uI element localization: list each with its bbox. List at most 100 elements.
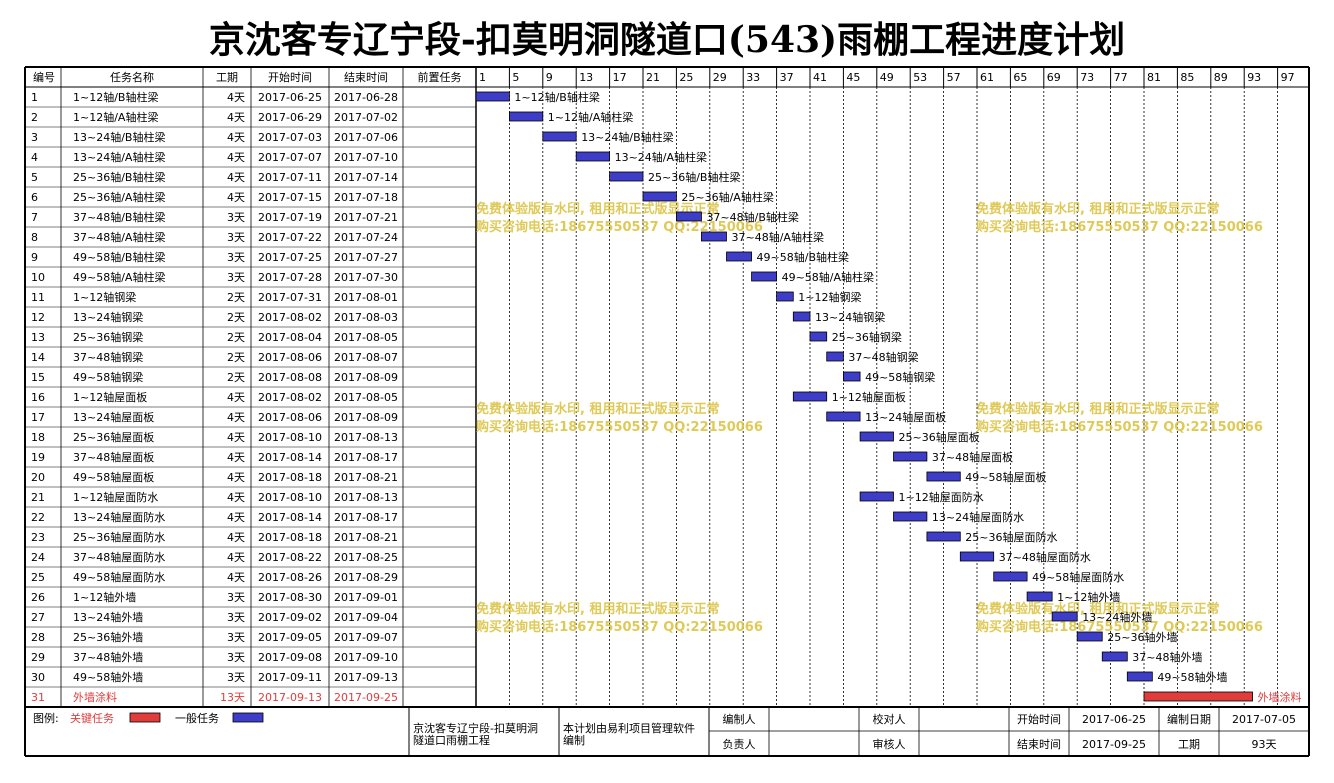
timeline-tick-label: 89 — [1214, 71, 1228, 84]
task-start: 2017-08-30 — [258, 591, 322, 604]
page-title: 京沈客专辽宁段-扣莫明洞隧道口(543)雨棚工程进度计划 — [208, 19, 1126, 61]
task-bar — [1026, 591, 1053, 602]
task-id: 14 — [31, 351, 45, 364]
legend-normal-label: 一般任务 — [175, 712, 219, 725]
footer-compiler-label: 编制人 — [723, 712, 756, 726]
task-bar — [859, 431, 894, 442]
task-end: 2017-08-17 — [334, 511, 398, 524]
task-id: 2 — [31, 111, 38, 124]
task-start: 2017-09-08 — [258, 651, 322, 664]
task-duration: 3天 — [227, 271, 245, 284]
task-start: 2017-07-25 — [258, 251, 322, 264]
task-duration: 4天 — [227, 191, 245, 204]
legend-label: 图例: — [33, 711, 59, 725]
task-bar-label: 25~36轴外墙 — [1107, 630, 1177, 644]
task-duration: 2天 — [227, 331, 245, 344]
task-name: 25~36轴屋面板 — [73, 430, 154, 444]
task-name: 49~58轴/B轴柱梁 — [73, 250, 165, 264]
watermark-line2: 购买咨询电话:18675550537 QQ:22150066 — [476, 219, 763, 235]
task-duration: 13天 — [220, 691, 245, 704]
task-bar-label: 49~58轴/B轴柱梁 — [757, 250, 849, 264]
task-start: 2017-06-25 — [258, 91, 322, 104]
task-end: 2017-07-18 — [334, 191, 398, 204]
timeline-tick-label: 53 — [913, 71, 927, 84]
task-name: 37~48轴钢梁 — [73, 350, 143, 364]
task-bar-label: 37~48轴/B轴柱梁 — [706, 210, 798, 224]
timeline-tick-label: 45 — [846, 71, 860, 84]
watermark-line2: 购买咨询电话:18675550537 QQ:22150066 — [476, 619, 763, 635]
task-bar — [642, 191, 677, 202]
task-end: 2017-07-30 — [334, 271, 398, 284]
task-end: 2017-07-14 — [334, 171, 398, 184]
task-id: 3 — [31, 131, 38, 144]
task-name: 37~48轴/B轴柱梁 — [73, 210, 165, 224]
task-bar-label: 49~58轴屋面防水 — [1032, 570, 1124, 584]
task-end: 2017-09-13 — [334, 671, 398, 684]
timeline-tick-label: 97 — [1281, 71, 1295, 84]
timeline-tick-label: 9 — [546, 71, 553, 84]
task-bar — [993, 571, 1028, 582]
timeline-tick-label: 61 — [980, 71, 994, 84]
task-bar-label: 37~48轴外墙 — [1132, 650, 1202, 664]
footer-end-label: 结束时间 — [1017, 738, 1061, 751]
task-bar-label: 13~24轴外墙 — [1082, 610, 1152, 624]
task-bar — [475, 91, 510, 102]
task-end: 2017-08-05 — [334, 391, 398, 404]
task-name: 1~12轴钢梁 — [73, 290, 136, 304]
task-end: 2017-08-07 — [334, 351, 398, 364]
timeline-tick-label: 69 — [1047, 71, 1061, 84]
timeline-tick-label: 1 — [479, 71, 486, 84]
task-start: 2017-07-22 — [258, 231, 322, 244]
task-bar — [926, 471, 961, 482]
task-start: 2017-07-03 — [258, 131, 322, 144]
task-end: 2017-06-28 — [334, 91, 398, 104]
task-start: 2017-08-18 — [258, 531, 322, 544]
task-start: 2017-07-31 — [258, 291, 322, 304]
task-bar — [843, 371, 861, 382]
watermark-line1: 免费体验版有水印, 租用和正式版显示正常 — [476, 201, 719, 217]
task-bar-label: 13~24轴屋面防水 — [932, 510, 1024, 524]
task-end: 2017-07-27 — [334, 251, 398, 264]
task-bar-label: 37~48轴/A轴柱梁 — [732, 230, 824, 244]
header-duration: 工期 — [216, 71, 238, 84]
task-bar — [751, 271, 777, 282]
timeline-tick-label: 65 — [1013, 71, 1027, 84]
task-duration: 3天 — [227, 231, 245, 244]
timeline-tick-label: 13 — [579, 71, 593, 84]
task-end: 2017-09-04 — [334, 611, 398, 624]
task-id: 26 — [31, 591, 45, 604]
timeline-tick-label: 81 — [1147, 71, 1161, 84]
watermark-line2: 购买咨询电话:18675550537 QQ:22150066 — [476, 419, 763, 435]
task-end: 2017-08-03 — [334, 311, 398, 324]
task-start: 2017-08-14 — [258, 511, 322, 524]
task-bar — [859, 491, 894, 502]
task-end: 2017-08-21 — [334, 471, 398, 484]
task-start: 2017-08-10 — [258, 431, 322, 444]
task-start: 2017-08-22 — [258, 551, 322, 564]
timeline-tick-label: 85 — [1180, 71, 1194, 84]
task-bar-label: 1~12轴/A轴柱梁 — [548, 110, 633, 124]
task-name: 13~24轴/A轴柱梁 — [73, 150, 165, 164]
task-bar-label: 49~58轴/A轴柱梁 — [782, 270, 874, 284]
task-id: 6 — [31, 191, 38, 204]
task-bar — [609, 171, 644, 182]
task-id: 8 — [31, 231, 38, 244]
task-duration: 4天 — [227, 471, 245, 484]
task-name: 1~12轴/A轴柱梁 — [73, 110, 158, 124]
task-bar-label: 25~36轴/B轴柱梁 — [648, 170, 740, 184]
task-start: 2017-08-06 — [258, 351, 322, 364]
task-bar — [792, 391, 828, 402]
footer-end-value: 2017-09-25 — [1082, 738, 1146, 751]
task-start: 2017-07-19 — [258, 211, 322, 224]
task-bar-label: 25~36轴屋面板 — [899, 430, 980, 444]
task-duration: 4天 — [227, 531, 245, 544]
task-end: 2017-07-06 — [334, 131, 398, 144]
footer-duration-label: 工期 — [1178, 738, 1200, 751]
task-duration: 3天 — [227, 611, 245, 624]
timeline-tick-label: 57 — [947, 71, 961, 84]
task-end: 2017-07-10 — [334, 151, 398, 164]
task-name: 13~24轴外墙 — [73, 610, 143, 624]
task-id: 13 — [31, 331, 45, 344]
task-bar-label: 37~48轴屋面防水 — [999, 550, 1091, 564]
footer-project-line1: 京沈客专辽宁段-扣莫明洞 — [413, 721, 538, 735]
